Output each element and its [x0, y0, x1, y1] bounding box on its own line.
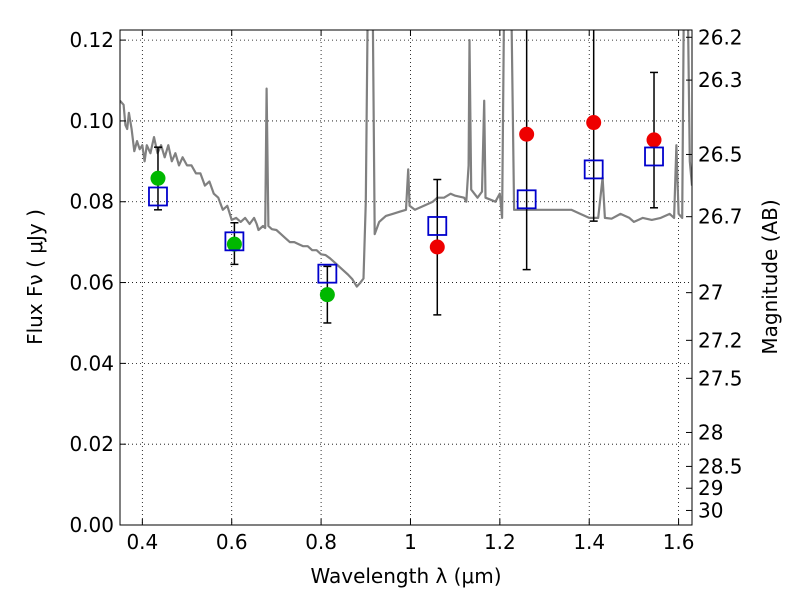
- blue-square-point: [644, 146, 664, 167]
- y-axis-right-label: Magnitude (AB): [758, 199, 782, 354]
- y-tick-label: 0.10: [69, 109, 114, 133]
- right-tick-label: 26.5: [698, 142, 743, 166]
- x-axis-label: Wavelength λ (μm): [310, 564, 501, 588]
- blue-square-point: [583, 159, 604, 180]
- red-circle-point: [646, 132, 662, 148]
- right-tick-label: 29: [698, 476, 723, 500]
- y-tick-label: 0.02: [69, 432, 114, 456]
- y-tick-label: 0.00: [69, 513, 114, 537]
- right-tick-label: 27.2: [698, 328, 743, 352]
- grid: [120, 30, 692, 525]
- right-tick-label: 28: [698, 420, 723, 444]
- x-tick-label: 1.4: [573, 530, 605, 554]
- axis-ticks: 0.4 0.6 0.8 1 1.2 1.4 1.6 0.00 0.02 0.04 0.06 0.08 0…: [69, 25, 742, 554]
- y-tick-label: 0.12: [69, 28, 114, 52]
- y-axis-label: Flux Fν ( μJy ): [23, 209, 47, 345]
- x-tick-label: 1.2: [484, 530, 516, 554]
- x-tick-label: 0.6: [216, 530, 248, 554]
- x-tick-label: 0.4: [126, 530, 158, 554]
- red-circle-point: [429, 239, 445, 255]
- right-tick-label: 27.5: [698, 366, 743, 390]
- right-tick-label: 26.7: [698, 205, 743, 229]
- right-tick-label: 26.2: [698, 25, 743, 49]
- x-tick-label: 1.6: [663, 530, 695, 554]
- blue-square-point: [224, 231, 245, 252]
- right-tick-label: 30: [698, 498, 723, 522]
- green-circle-point: [150, 170, 166, 186]
- y-tick-label: 0.08: [69, 190, 114, 214]
- data-points: [148, 115, 664, 303]
- y-tick-label: 0.06: [69, 271, 114, 295]
- green-circle-point: [319, 287, 335, 303]
- red-circle-point: [519, 126, 535, 142]
- blue-square-point: [427, 216, 448, 236]
- model-spectrum: [120, 30, 692, 288]
- right-tick-label: 26.3: [698, 68, 743, 92]
- blue-square-point: [516, 189, 537, 210]
- spectrum-line: [120, 30, 692, 288]
- y-tick-label: 0.04: [69, 351, 114, 375]
- right-tick-label: 27: [698, 281, 723, 305]
- green-circle-point: [226, 236, 242, 252]
- x-tick-label: 1: [404, 530, 417, 554]
- plot-frame: [119, 29, 693, 526]
- blue-square-point: [317, 263, 338, 284]
- error-bar: [522, 30, 531, 271]
- right-tick-label: 28.5: [698, 454, 743, 478]
- error-bars: [153, 30, 659, 324]
- x-tick-label: 0.8: [305, 530, 337, 554]
- red-circle-point: [586, 115, 602, 131]
- blue-square-point: [148, 186, 168, 207]
